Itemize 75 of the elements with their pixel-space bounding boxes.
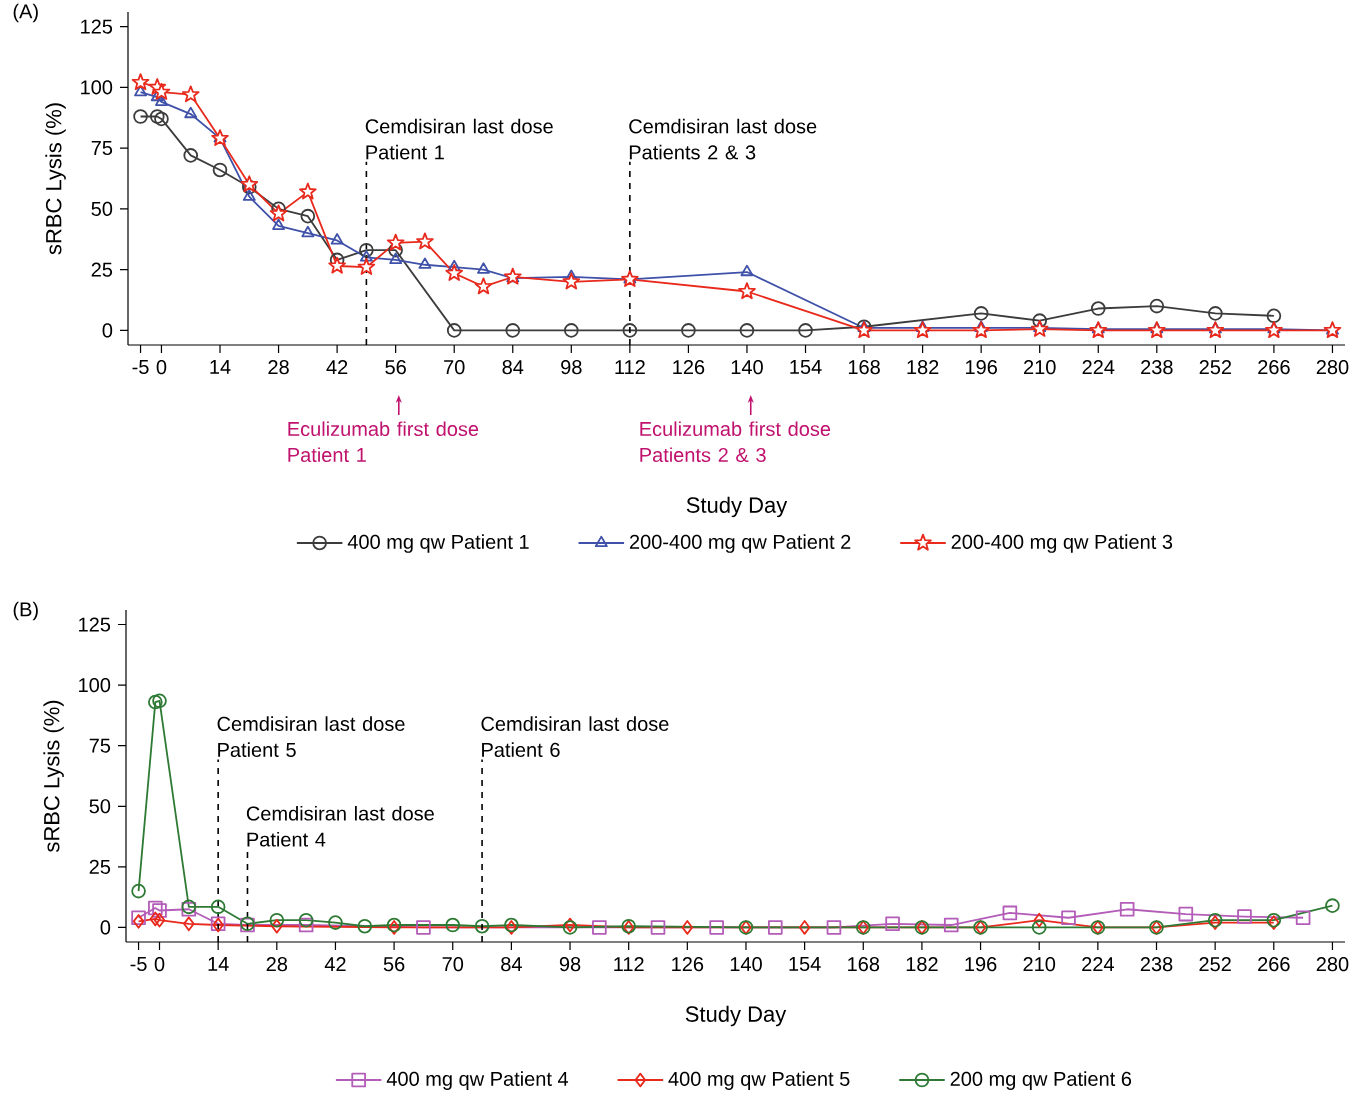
text: Eculizumab first dose Patients 2 & 3 [640,421,831,463]
x-tick-label: -5 [130,957,147,971]
y-tick-label: 0 [100,920,111,935]
y-tick-label: 50 [89,799,111,814]
ref-line-label: Cemdisiran last dose Patients 2 & 3 [629,118,817,160]
x-tick-label: 70 [444,360,465,375]
y-tick-label: 100 [81,80,113,95]
x-tick-label: 126 [672,957,704,972]
y-tick-label: 125 [81,19,113,34]
x-tick-label: 28 [268,360,289,375]
x-tick-label: 280 [1316,957,1349,972]
x-tick-label: 168 [848,360,880,375]
x-tick-label: 140 [731,360,763,375]
x-tick-label: 0 [156,360,167,375]
x-tick-label: 42 [326,360,348,375]
x-tick-label: 280 [1316,360,1349,375]
y-tick-label: 25 [89,859,111,874]
x-tick-label: 42 [324,957,346,972]
x-tick-label: 28 [266,957,288,972]
y-axis-title: sRBC Lysis (%) [45,103,66,255]
legend-label: 200 mg qw Patient 6 [950,1071,1132,1090]
x-tick-label: 56 [385,360,406,375]
legend-label: 400 mg qw Patient 5 [668,1071,850,1090]
x-tick-label: 84 [502,360,524,375]
x-tick-label: -5 [132,360,149,374]
x-tick-label: 140 [730,957,762,972]
x-tick-label: 84 [501,957,522,972]
x-axis-title: Study Day [685,1005,787,1027]
legend-label: 400 mg qw Patient 4 [386,1071,569,1090]
x-tick-label: 252 [1199,957,1231,972]
x-tick-label: 210 [1024,360,1056,375]
x-tick-label: 56 [383,957,405,972]
ref-line-label: Cemdisiran last dose Patient 4 [246,805,434,847]
x-tick-label: 154 [789,957,821,971]
legend-label: 200-400 mg qw Patient 2 [629,534,851,553]
x-tick-label: 266 [1258,957,1290,972]
x-tick-label: 210 [1023,957,1056,972]
y-tick-label: 50 [91,201,113,216]
x-tick-label: 126 [673,360,705,375]
x-tick-label: 238 [1140,957,1173,972]
y-tick-label: 125 [79,617,111,632]
y-tick-label: 75 [91,141,113,156]
chart-title: (A) [13,3,38,23]
ref-line-label: Cemdisiran last dose Patient 5 [217,716,405,757]
y-tick-label: 0 [102,323,113,338]
y-tick-label: 25 [91,262,113,277]
x-tick-label: 14 [208,957,229,971]
x-tick-label: 112 [614,957,644,972]
x-tick-label: 182 [907,360,939,375]
x-tick-label: 154 [790,360,822,374]
x-tick-label: 266 [1258,360,1290,375]
y-tick-label: 100 [79,678,111,693]
x-tick-label: 98 [561,360,582,375]
x-tick-label: 14 [210,360,231,374]
y-tick-label: 75 [89,738,111,753]
ref-line-label: Cemdisiran last dose Patient 1 [365,118,553,160]
x-tick-label: 224 [1082,360,1115,375]
x-tick-label: 112 [615,360,645,375]
x-tick-label: 196 [965,957,997,972]
x-tick-label: 252 [1199,360,1232,375]
legend-label: 400 mg qw Patient 1 [347,534,529,553]
x-tick-label: 98 [559,957,581,972]
legend-label: 200-400 mg qw Patient 3 [951,534,1173,553]
x-tick-label: 168 [848,957,880,972]
x-axis-title: Study Day [686,496,788,518]
x-tick-label: 238 [1141,360,1173,375]
y-axis-title: sRBC Lysis (%) [43,700,64,852]
x-tick-label: 196 [966,360,997,375]
chart-title: (B) [13,601,38,621]
x-tick-label: 70 [442,957,464,972]
x-tick-label: 224 [1082,957,1114,972]
text: Eculizumab first dose Patient 1 [288,421,479,463]
ref-line-label: Cemdisiran last dose Patient 6 [481,716,669,757]
x-tick-label: 182 [906,957,938,972]
x-tick-label: 0 [154,957,165,972]
